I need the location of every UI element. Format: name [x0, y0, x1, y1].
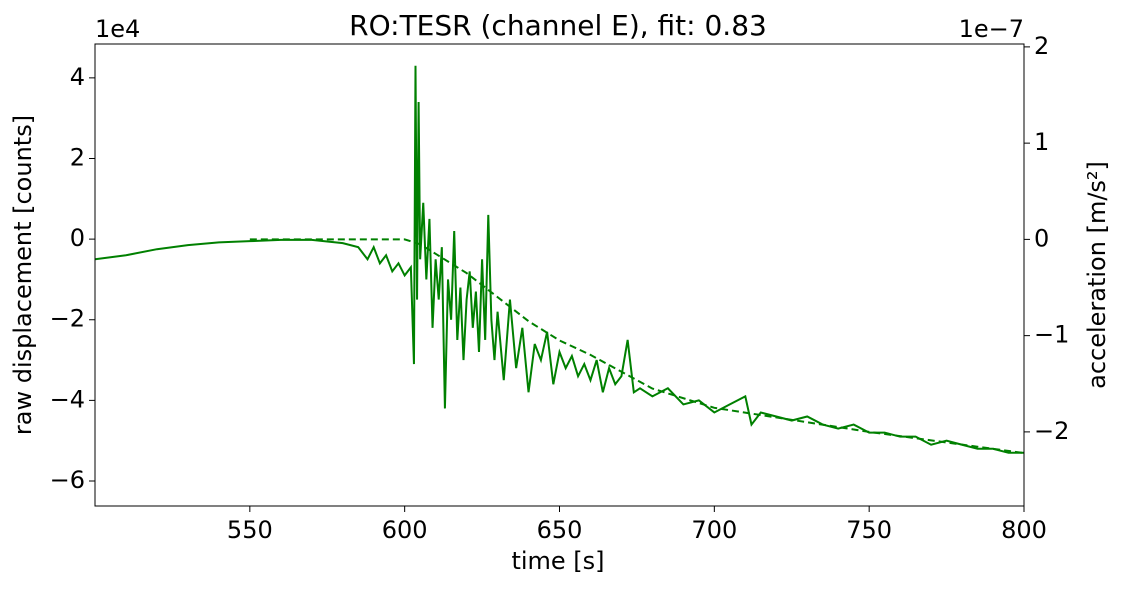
- x-tick-label: 650: [537, 516, 583, 544]
- y2-axis-label: acceleration [m/s²]: [1083, 161, 1111, 389]
- y-tick-label: 2: [70, 143, 85, 171]
- y2-tick-label: −1: [1034, 321, 1069, 349]
- y2-tick-label: 0: [1034, 224, 1049, 252]
- x-tick-label: 800: [1001, 516, 1047, 544]
- x-tick-label: 700: [691, 516, 737, 544]
- data-line: [249, 238, 1024, 455]
- y2-offset-label: 1e−7: [959, 15, 1024, 43]
- chart-title: RO:TESR (channel E), fit: 0.83: [349, 9, 767, 42]
- y2-tick-label: −2: [1034, 417, 1069, 445]
- plot-frame: [94, 43, 1025, 507]
- y2-tick-label: 2: [1034, 32, 1049, 60]
- y-tick-label: 4: [70, 63, 85, 91]
- y-tick-label: 0: [70, 224, 85, 252]
- y-axis-label: raw displacement [counts]: [9, 115, 37, 435]
- y2-tick-label: 1: [1034, 128, 1049, 156]
- y-tick-label: −2: [50, 305, 85, 333]
- data-line: [95, 65, 1024, 454]
- y-tick-label: −6: [50, 466, 85, 494]
- x-tick-label: 550: [227, 516, 273, 544]
- x-axis-label: time [s]: [511, 547, 604, 575]
- y-offset-label: 1e4: [95, 15, 140, 43]
- x-tick-label: 750: [846, 516, 892, 544]
- y-tick-label: −4: [50, 385, 85, 413]
- x-tick-label: 600: [382, 516, 428, 544]
